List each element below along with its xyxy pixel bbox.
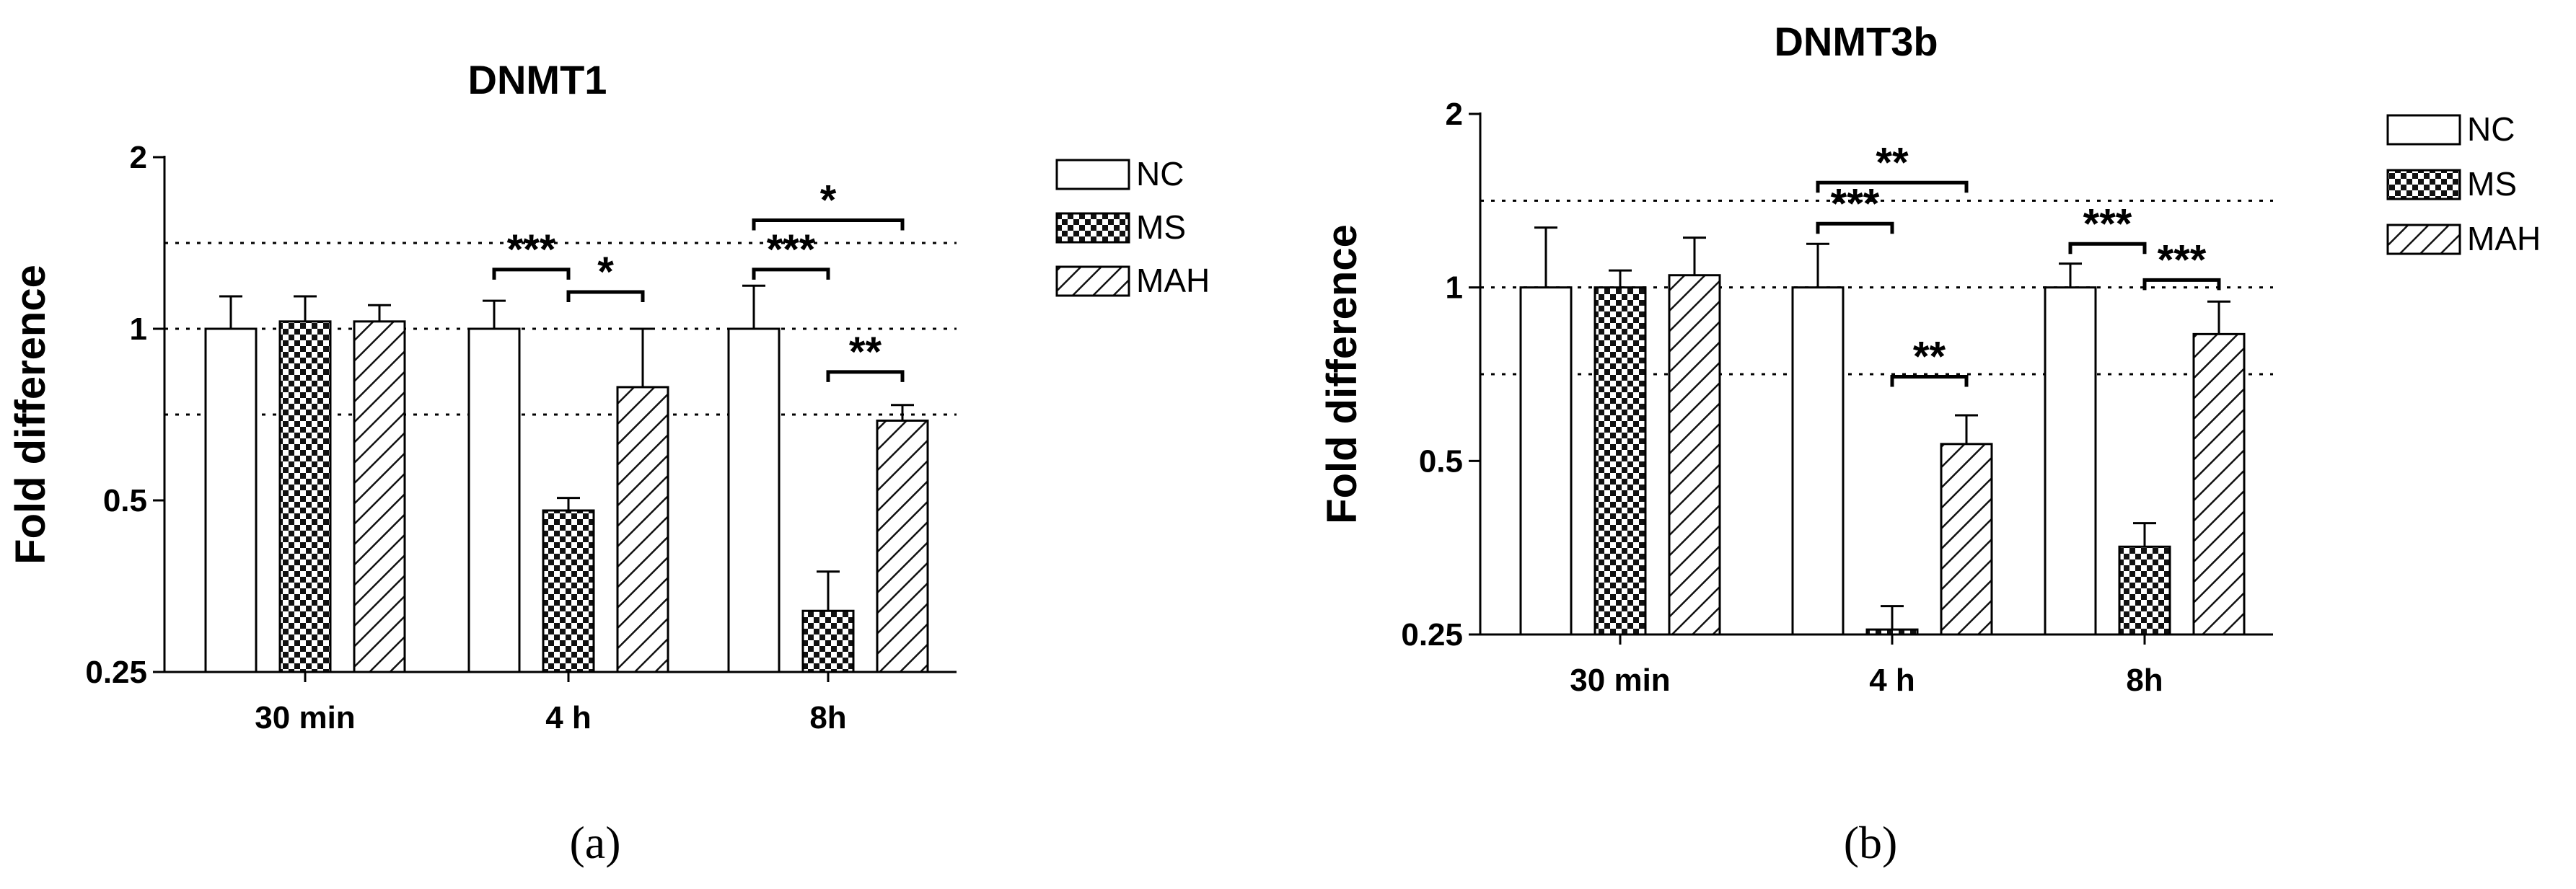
- legend-label: NC: [2467, 110, 2515, 148]
- chart-panel-1: DNMT1 Fold difference 0.25 0.5 1 2 30 min 4 h 8h…: [7, 57, 1210, 868]
- legend-label: MAH: [1136, 262, 1210, 299]
- significance-bracket: [752, 267, 830, 280]
- legend-swatch-mah: [1055, 265, 1130, 297]
- bar-ms: [1593, 286, 1647, 636]
- bar-nc: [1791, 286, 1845, 636]
- bar-mah: [1940, 443, 1993, 636]
- legend-swatch-ms: [1055, 212, 1130, 244]
- significance-bracket: [1890, 375, 1969, 387]
- significance-label: ***: [2083, 200, 2132, 247]
- significance-bracket: [826, 370, 905, 382]
- legend-label: MS: [2467, 165, 2517, 203]
- legend-swatch-mah: [2386, 224, 2461, 255]
- significance-label: ***: [1831, 180, 1880, 227]
- bar-nc: [204, 327, 258, 673]
- bar-mah: [616, 386, 669, 673]
- significance-bracket: [1816, 221, 1894, 234]
- bar-mah: [876, 419, 929, 673]
- legend-swatch-ms: [2386, 169, 2461, 200]
- significance-label: *: [820, 177, 837, 224]
- significance-bracket: [492, 267, 571, 280]
- bar-ms: [801, 609, 855, 673]
- panel-label: (b): [1844, 817, 1898, 868]
- y-tick-label: 0.5: [103, 483, 147, 518]
- significance-label: ***: [767, 226, 816, 273]
- bar-ms: [1865, 628, 1919, 636]
- significance-label: ***: [507, 226, 556, 273]
- x-category-label: 8h: [2126, 663, 2163, 698]
- y-axis-label: Fold difference: [7, 265, 54, 565]
- significance-label: ***: [2158, 236, 2207, 283]
- chart-title: DNMT3b: [1774, 19, 1938, 64]
- significance-bracket: [566, 290, 645, 303]
- bar-mah: [353, 320, 406, 673]
- y-tick-label: 0.5: [1419, 443, 1463, 479]
- bar-nc: [2044, 286, 2097, 636]
- chart-panel-2: DNMT3b Fold difference 0.25 0.5 1 2 30 min 4 h 8…: [1319, 19, 2541, 868]
- significance-bracket: [2068, 242, 2147, 255]
- bar-mah: [2192, 332, 2246, 636]
- bar-nc: [467, 327, 521, 673]
- bar-ms: [2118, 545, 2171, 636]
- y-tick-label: 0.25: [85, 655, 147, 690]
- significance-bracket: [1816, 180, 1969, 193]
- x-category-label: 8h: [809, 700, 846, 735]
- y-tick-label: 1: [130, 311, 147, 347]
- bar-mah: [1668, 274, 1721, 636]
- y-axis-label: Fold difference: [1319, 224, 1366, 524]
- x-category-label: 4 h: [1869, 663, 1915, 698]
- bar-ms: [278, 320, 332, 673]
- bar-nc: [727, 327, 781, 673]
- bar-nc: [1519, 286, 1573, 636]
- panels: DNMT1 Fold difference 0.25 0.5 1 2 30 min 4 h 8h…: [7, 19, 2541, 868]
- y-tick-label: 2: [1446, 97, 1463, 132]
- legend-label: NC: [1136, 155, 1184, 193]
- y-tick-label: 1: [1446, 270, 1463, 306]
- significance-label: **: [1876, 139, 1909, 186]
- bar-ms: [542, 509, 595, 673]
- significance-bracket: [2142, 278, 2221, 291]
- chart-title: DNMT1: [468, 57, 607, 102]
- y-tick-label: 2: [130, 140, 147, 175]
- legend-label: MS: [1136, 208, 1186, 246]
- y-tick-label: 0.25: [1401, 617, 1463, 653]
- significance-label: *: [597, 249, 614, 296]
- legend-swatch-nc: [1055, 159, 1130, 190]
- significance-label: **: [1913, 334, 1946, 381]
- x-category-label: 4 h: [545, 700, 592, 735]
- legend-label: MAH: [2467, 220, 2541, 257]
- legend-swatch-nc: [2386, 114, 2461, 146]
- x-category-label: 30 min: [255, 700, 355, 735]
- significance-label: **: [849, 329, 882, 376]
- panel-label: (a): [569, 817, 620, 868]
- significance-bracket: [752, 218, 905, 231]
- x-category-label: 30 min: [1570, 663, 1670, 698]
